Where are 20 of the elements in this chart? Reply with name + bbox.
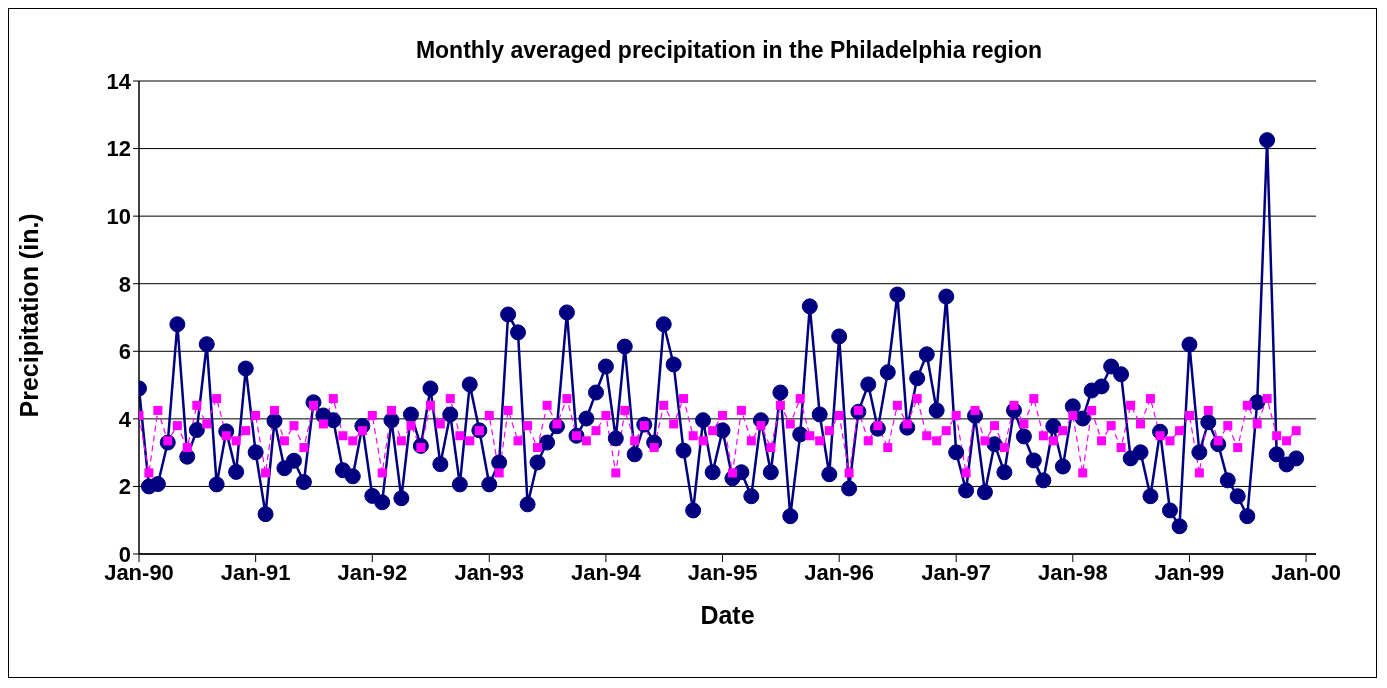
x-tick-label: Jan-91: [220, 559, 291, 585]
x-tick-label: Jan-96: [804, 559, 875, 585]
x-tick-label: Jan-93: [454, 559, 525, 585]
y-tick-label: 14: [106, 68, 132, 94]
y-tick-label: 10: [106, 203, 131, 229]
x-tick-label: Jan-97: [921, 559, 992, 585]
x-tick-label: Jan-99: [1154, 559, 1225, 585]
x-tick-label: Jan-00: [1271, 559, 1341, 585]
x-tick-label: Jan-92: [337, 559, 408, 585]
y-tick-label: 12: [106, 136, 131, 162]
x-tick-label: Jan-98: [1037, 559, 1108, 585]
x-tick-label: Jan-94: [571, 559, 642, 585]
y-tick-label: 4: [118, 406, 132, 432]
x-axis-title: Date: [700, 601, 755, 629]
chart-title: Monthly averaged precipitation in the Philadelphia region: [414, 37, 1044, 64]
y-tick-label: 2: [118, 474, 131, 500]
x-tick-label: Jan-95: [687, 559, 758, 585]
y-tick-label: 6: [118, 339, 131, 365]
y-tick-label: 8: [118, 271, 131, 297]
y-axis-title: Precipitation (in.): [14, 213, 43, 418]
